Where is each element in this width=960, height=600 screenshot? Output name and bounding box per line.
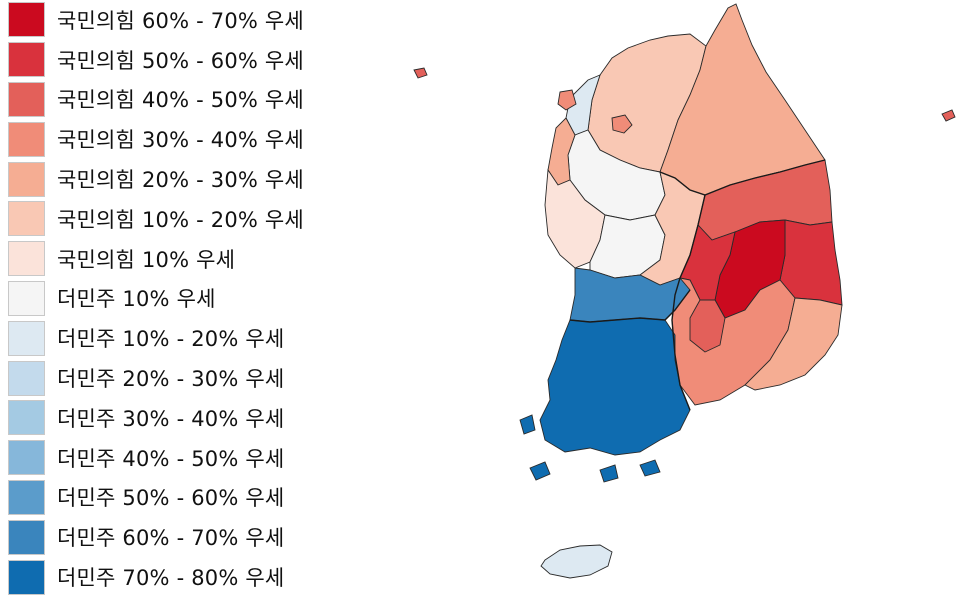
- legend-swatch: [8, 121, 45, 157]
- legend-label: 국민의힘 20% - 30% 우세: [57, 168, 304, 193]
- region-ganghwa: [557, 89, 577, 111]
- region-jeonnam: [539, 317, 691, 456]
- legend-label: 더민주 50% - 60% 우세: [57, 486, 285, 511]
- region-islands-sw: [599, 464, 619, 483]
- legend-item: 국민의힘 30% - 40% 우세: [8, 119, 368, 159]
- region-busan-ulsan: [744, 297, 843, 391]
- legend-label: 더민주 40% - 50% 우세: [57, 446, 285, 471]
- legend-swatch: [8, 42, 45, 78]
- legend-swatch: [8, 400, 45, 436]
- legend-item: 국민의힘 10% 우세: [8, 239, 368, 279]
- legend-swatch: [8, 280, 45, 316]
- region-gyeongnam-west: [689, 299, 726, 353]
- legend-label: 국민의힘 60% - 70% 우세: [57, 8, 304, 33]
- legend-item: 더민주 70% - 80% 우세: [8, 557, 368, 597]
- legend-swatch: [8, 519, 45, 555]
- legend-swatch: [8, 559, 45, 595]
- legend-item: 더민주 10% - 20% 우세: [8, 318, 368, 358]
- legend-label: 국민의힘 10% - 20% 우세: [57, 207, 304, 232]
- legend-label: 더민주 10% 우세: [57, 287, 216, 312]
- legend-label: 더민주 10% - 20% 우세: [57, 327, 285, 352]
- legend-label: 국민의힘 10% 우세: [57, 247, 236, 272]
- legend-item: 더민주 20% - 30% 우세: [8, 358, 368, 398]
- legend-label: 더민주 70% - 80% 우세: [57, 566, 285, 591]
- legend-label: 더민주 20% - 30% 우세: [57, 367, 285, 392]
- legend-swatch: [8, 360, 45, 396]
- legend-label: 국민의힘 40% - 50% 우세: [57, 88, 304, 113]
- border-gyeongsang: [671, 194, 706, 411]
- legend-swatch: [8, 320, 45, 356]
- legend-label: 더민주 30% - 40% 우세: [57, 406, 285, 431]
- legend-item: 더민주 60% - 70% 우세: [8, 517, 368, 557]
- legend-item: 국민의힘 60% - 70% 우세: [8, 0, 368, 40]
- legend-swatch: [8, 161, 45, 197]
- legend-item: 국민의힘 50% - 60% 우세: [8, 40, 368, 80]
- region-islet: [413, 67, 428, 79]
- legend-item: 더민주 50% - 60% 우세: [8, 478, 368, 518]
- region-islands-sw: [519, 414, 536, 435]
- legend-label: 국민의힘 50% - 60% 우세: [57, 48, 304, 73]
- border-gangwon: [659, 159, 826, 196]
- region-ulleung: [941, 109, 956, 122]
- legend-item: 국민의힘 40% - 50% 우세: [8, 80, 368, 120]
- legend-swatch: [8, 440, 45, 476]
- legend-swatch: [8, 2, 45, 38]
- legend-item: 더민주 30% - 40% 우세: [8, 398, 368, 438]
- region-seoul-center: [611, 114, 633, 134]
- legend-item: 더민주 40% - 50% 우세: [8, 438, 368, 478]
- legend-swatch: [8, 479, 45, 515]
- legend-item: 국민의힘 10% - 20% 우세: [8, 199, 368, 239]
- legend-label: 더민주 60% - 70% 우세: [57, 526, 285, 551]
- region-jeju: [540, 544, 613, 579]
- legend-item: 국민의힘 20% - 30% 우세: [8, 159, 368, 199]
- legend-swatch: [8, 201, 45, 237]
- legend-swatch: [8, 81, 45, 117]
- region-islands-sw: [639, 459, 661, 477]
- legend: 국민의힘 60% - 70% 우세 국민의힘 50% - 60% 우세 국민의힘…: [8, 0, 368, 597]
- border-jeolla: [569, 289, 691, 323]
- legend-item: 더민주 10% 우세: [8, 279, 368, 319]
- region-islands-sw: [529, 461, 551, 481]
- legend-label: 국민의힘 30% - 40% 우세: [57, 128, 304, 153]
- legend-swatch: [8, 241, 45, 277]
